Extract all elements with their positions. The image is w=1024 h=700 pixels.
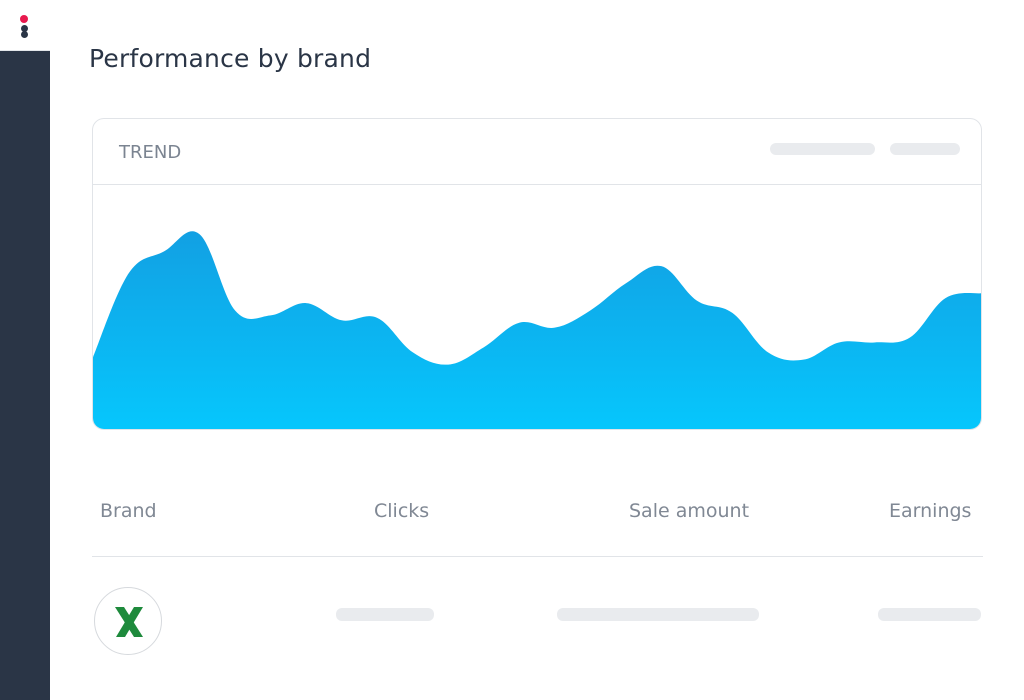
brand-avatar[interactable] [94,587,162,655]
trend-card: TREND [92,118,982,430]
brand-x-logo-icon [115,607,143,637]
page-title: Performance by brand [89,44,372,73]
logo-dot-icon [20,15,28,23]
app-logo[interactable] [0,0,50,51]
column-header-earnings[interactable]: Earnings [889,500,972,522]
placeholder-filter-2 [890,143,960,155]
column-header-clicks[interactable]: Clicks [374,500,430,522]
trend-card-header: TREND [93,119,981,185]
logo-dot-icon [21,25,28,32]
logo-dot-icon [21,31,28,38]
trend-area-series [93,231,981,429]
clicks-value-placeholder [336,608,434,621]
column-header-sale-amount[interactable]: Sale amount [629,500,750,522]
earnings-value-placeholder [878,608,981,621]
trend-chart [93,231,981,429]
column-header-brand[interactable]: Brand [100,500,157,522]
sale-amount-value-placeholder [557,608,759,621]
table-divider [92,556,983,557]
placeholder-filter-1 [770,143,875,155]
sidebar [0,0,50,700]
trend-card-title: TREND [119,142,182,163]
